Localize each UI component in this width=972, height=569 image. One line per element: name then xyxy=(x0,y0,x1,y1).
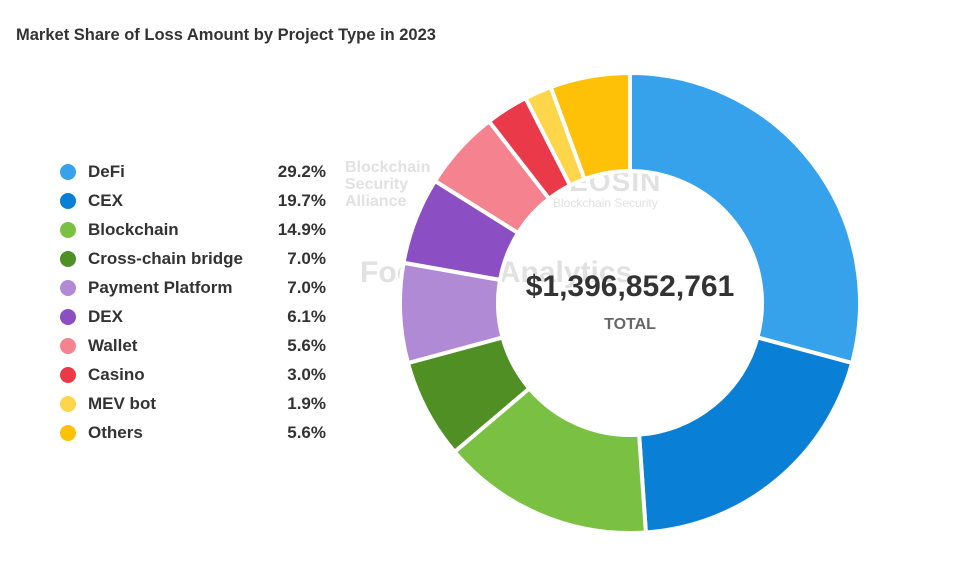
legend: DeFi 29.2% CEX 19.7% Blockchain 14.9% Cross-ch… xyxy=(60,159,330,449)
donut-slice[interactable] xyxy=(451,385,649,535)
legend-item: Wallet 5.6% xyxy=(60,333,330,362)
legend-label: Cross-chain bridge xyxy=(88,249,243,268)
legend-item: Blockchain 14.9% xyxy=(60,217,330,246)
legend-value: 6.1% xyxy=(287,307,326,326)
legend-label: Blockchain xyxy=(88,220,179,239)
legend-label: Casino xyxy=(88,365,145,384)
legend-swatch-icon xyxy=(60,193,76,209)
legend-value: 7.0% xyxy=(287,249,326,268)
chart-title: Market Share of Loss Amount by Project T… xyxy=(16,26,436,44)
legend-swatch-icon xyxy=(60,222,76,238)
watermark-beosin-subtitle: Blockchain Security xyxy=(553,196,658,210)
legend-label: DEX xyxy=(88,307,123,326)
legend-value: 14.9% xyxy=(277,220,326,239)
legend-value: 5.6% xyxy=(287,336,326,355)
legend-item: DEX 6.1% xyxy=(60,304,330,333)
legend-swatch-icon xyxy=(60,338,76,354)
center-total-label: TOTAL xyxy=(604,316,656,333)
legend-value: 5.6% xyxy=(287,423,326,442)
legend-label: Others xyxy=(88,423,143,442)
legend-label: CEX xyxy=(88,191,123,210)
legend-item: MEV bot 1.9% xyxy=(60,391,330,420)
legend-value: 3.0% xyxy=(287,365,326,384)
legend-item: Payment Platform 7.0% xyxy=(60,275,330,304)
legend-value: 1.9% xyxy=(287,394,326,413)
legend-swatch-icon xyxy=(60,396,76,412)
legend-item: Others 5.6% xyxy=(60,420,330,449)
legend-label: DeFi xyxy=(88,162,125,181)
donut-slice[interactable] xyxy=(628,70,862,366)
legend-label: MEV bot xyxy=(88,394,156,413)
legend-swatch-icon xyxy=(60,164,76,180)
legend-swatch-icon xyxy=(60,367,76,383)
legend-item: Cross-chain bridge 7.0% xyxy=(60,246,330,275)
legend-label: Payment Platform xyxy=(88,278,233,297)
legend-swatch-icon xyxy=(60,280,76,296)
center-total-value: $1,396,852,761 xyxy=(525,270,735,303)
donut-slice[interactable] xyxy=(548,70,632,182)
legend-swatch-icon xyxy=(60,251,76,267)
legend-value: 29.2% xyxy=(277,162,326,181)
legend-item: CEX 19.7% xyxy=(60,188,330,217)
legend-value: 7.0% xyxy=(287,278,326,297)
donut-slice[interactable] xyxy=(636,334,855,535)
legend-swatch-icon xyxy=(60,425,76,441)
watermark-blockchain-security-alliance: Blockchain Security Alliance xyxy=(345,159,431,210)
legend-item: DeFi 29.2% xyxy=(60,159,330,188)
legend-item: Casino 3.0% xyxy=(60,362,330,391)
legend-label: Wallet xyxy=(88,336,138,355)
legend-value: 19.7% xyxy=(277,191,326,210)
legend-swatch-icon xyxy=(60,309,76,325)
